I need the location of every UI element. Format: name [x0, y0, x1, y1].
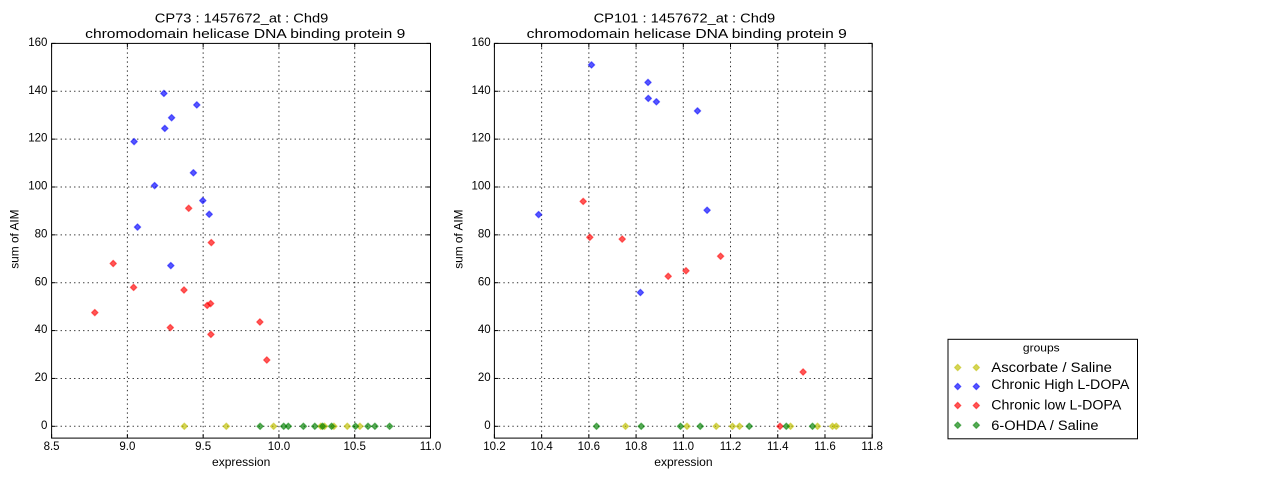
svg-text:11.6: 11.6: [814, 441, 836, 453]
svg-text:20: 20: [35, 372, 48, 384]
svg-text:100: 100: [28, 181, 47, 193]
svg-text:100: 100: [472, 181, 491, 193]
svg-text:CP101 : 1457672_at : Chd9: CP101 : 1457672_at : Chd9: [594, 10, 776, 25]
svg-text:60: 60: [35, 276, 48, 288]
svg-text:140: 140: [472, 85, 491, 97]
svg-text:11.4: 11.4: [767, 441, 789, 453]
svg-text:Ascorbate / Saline: Ascorbate / Saline: [991, 360, 1112, 376]
svg-text:40: 40: [35, 324, 48, 336]
svg-text:0: 0: [41, 420, 47, 432]
svg-text:CP73 : 1457672_at : Chd9: CP73 : 1457672_at : Chd9: [155, 10, 329, 25]
svg-text:11.8: 11.8: [861, 441, 883, 453]
svg-text:140: 140: [28, 85, 47, 97]
svg-text:120: 120: [472, 133, 491, 145]
svg-text:sum of AIM: sum of AIM: [452, 209, 466, 268]
svg-text:0: 0: [484, 420, 490, 432]
svg-text:40: 40: [478, 324, 491, 336]
svg-text:expression: expression: [212, 455, 270, 469]
svg-text:11.0: 11.0: [673, 441, 695, 453]
svg-text:groups: groups: [1023, 343, 1060, 355]
svg-text:120: 120: [28, 133, 47, 145]
svg-text:9.5: 9.5: [195, 441, 211, 453]
svg-text:10.6: 10.6: [578, 441, 600, 453]
svg-text:10.8: 10.8: [625, 441, 647, 453]
svg-text:expression: expression: [654, 455, 712, 469]
svg-text:10.4: 10.4: [530, 441, 553, 453]
svg-text:80: 80: [478, 228, 491, 240]
svg-text:160: 160: [28, 37, 47, 49]
svg-text:10.0: 10.0: [268, 441, 290, 453]
svg-text:sum of AIM: sum of AIM: [8, 209, 22, 268]
svg-text:20: 20: [478, 372, 491, 384]
svg-text:160: 160: [472, 37, 491, 49]
svg-text:11.2: 11.2: [720, 441, 742, 453]
svg-text:Chronic High L-DOPA: Chronic High L-DOPA: [991, 377, 1130, 393]
svg-text:8.5: 8.5: [44, 441, 60, 453]
svg-text:chromodomain helicase DNA bind: chromodomain helicase DNA binding protei…: [85, 26, 405, 41]
svg-text:80: 80: [35, 228, 48, 240]
svg-text:10.2: 10.2: [483, 441, 505, 453]
svg-text:chromodomain helicase DNA bind: chromodomain helicase DNA binding protei…: [527, 26, 847, 41]
svg-text:11.0: 11.0: [420, 441, 442, 453]
svg-text:Chronic low L-DOPA: Chronic low L-DOPA: [991, 398, 1122, 414]
svg-text:60: 60: [478, 276, 491, 288]
svg-text:9.0: 9.0: [119, 441, 135, 453]
svg-text:6-OHDA / Saline: 6-OHDA / Saline: [991, 418, 1098, 434]
svg-text:10.5: 10.5: [344, 441, 366, 453]
